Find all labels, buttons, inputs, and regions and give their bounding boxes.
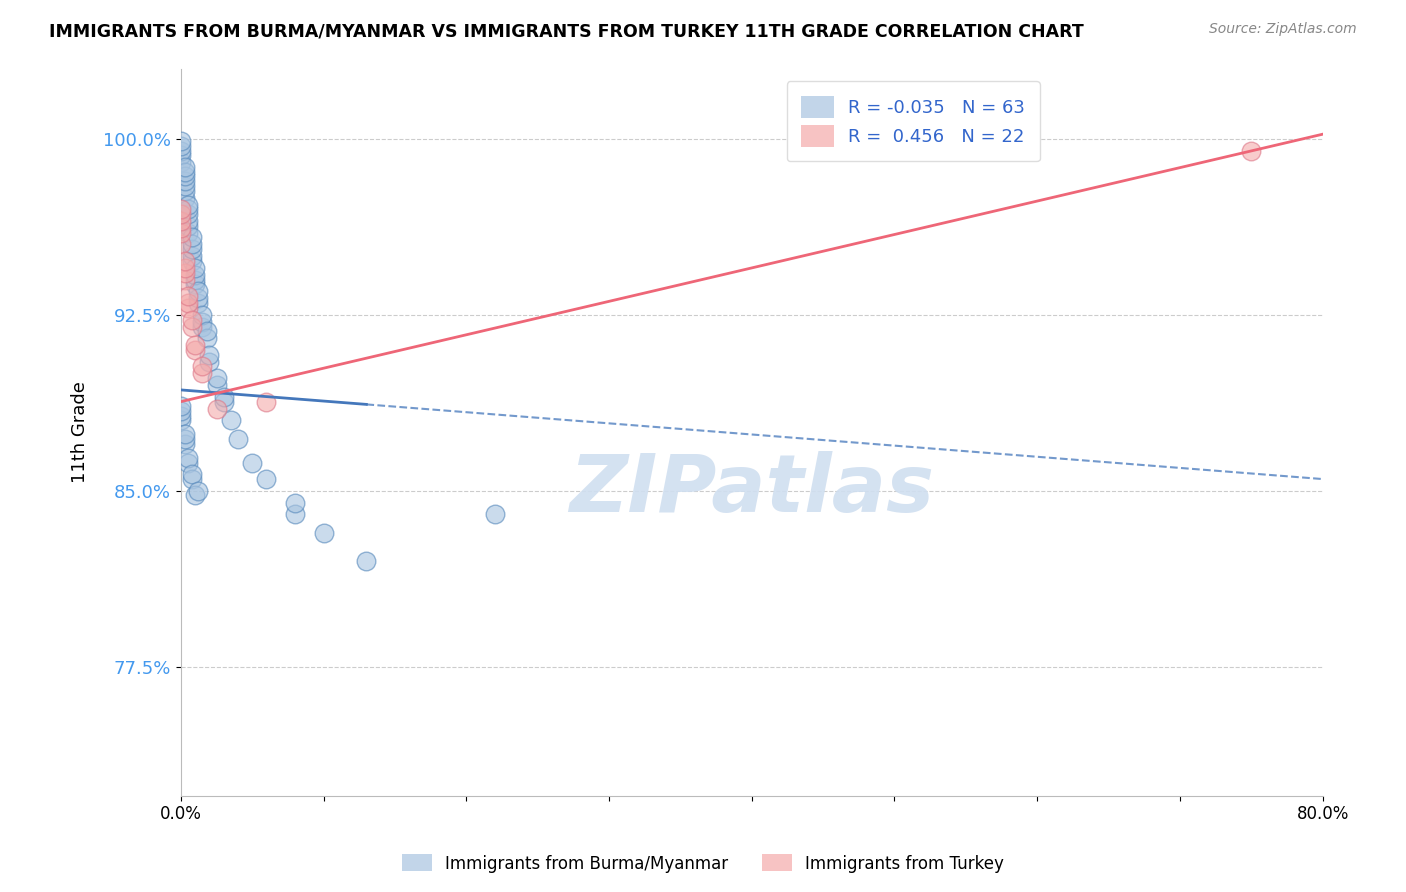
Point [219,413,242,427]
Point [312,526,335,541]
Point [184,277,207,292]
Point [170,148,193,162]
Point [187,296,209,310]
Point [174,169,197,184]
Point [181,249,204,263]
Point [284,495,307,509]
Point [170,134,193,148]
Point [284,508,307,522]
Point [177,219,200,233]
Point [191,315,214,329]
Point [184,338,207,352]
Point [181,467,204,482]
Point [170,413,193,427]
Point [174,266,197,280]
Point [198,348,221,362]
Point [187,292,209,306]
Point [177,226,200,240]
Point [181,319,204,334]
Point [484,508,506,522]
Point [240,456,263,470]
Point [170,139,193,153]
Point [181,253,204,268]
Point [187,285,209,299]
Point [198,355,221,369]
Point [181,230,204,244]
Point [174,178,197,193]
Point [191,367,214,381]
Legend: R = -0.035   N = 63, R =  0.456   N = 22: R = -0.035 N = 63, R = 0.456 N = 22 [787,81,1039,161]
Point [184,343,207,357]
Point [187,483,209,498]
Point [205,378,228,392]
Point [174,190,197,204]
Point [174,184,197,198]
Legend: Immigrants from Burma/Myanmar, Immigrants from Turkey: Immigrants from Burma/Myanmar, Immigrant… [395,847,1011,880]
Point [170,207,193,221]
Point [205,371,228,385]
Point [170,409,193,423]
Point [184,260,207,275]
Point [181,312,204,326]
Point [184,273,207,287]
Point [195,324,218,338]
Point [170,226,193,240]
Point [177,450,200,465]
Point [191,308,214,322]
Point [195,331,218,345]
Text: ZIPatlas: ZIPatlas [569,451,934,529]
Point [212,390,235,404]
Text: Source: ZipAtlas.com: Source: ZipAtlas.com [1209,22,1357,37]
Point [181,237,204,252]
Point [191,319,214,334]
Y-axis label: 11th Grade: 11th Grade [72,381,89,483]
Point [174,253,197,268]
Point [170,202,193,217]
Point [181,242,204,256]
Point [191,359,214,374]
Point [205,401,228,416]
Point [177,214,200,228]
Point [174,260,197,275]
Point [174,432,197,446]
Point [177,207,200,221]
Point [184,488,207,502]
Point [177,202,200,217]
Point [174,437,197,451]
Point [177,456,200,470]
Point [170,144,193,158]
Point [170,214,193,228]
Point [174,160,197,174]
Point [356,554,378,568]
Point [170,404,193,418]
Point [177,289,200,303]
Point [170,400,193,414]
Point [184,268,207,282]
Point [212,394,235,409]
Point [181,472,204,486]
Point [170,221,193,235]
Point [177,301,200,315]
Point [170,155,193,169]
Point [174,174,197,188]
Point [174,427,197,442]
Point [256,472,278,486]
Point [1240,144,1263,158]
Point [226,432,249,446]
Point [174,273,197,287]
Point [174,165,197,179]
Point [256,394,278,409]
Point [170,237,193,252]
Text: IMMIGRANTS FROM BURMA/MYANMAR VS IMMIGRANTS FROM TURKEY 11TH GRADE CORRELATION C: IMMIGRANTS FROM BURMA/MYANMAR VS IMMIGRA… [49,22,1084,40]
Point [177,296,200,310]
Point [177,197,200,211]
